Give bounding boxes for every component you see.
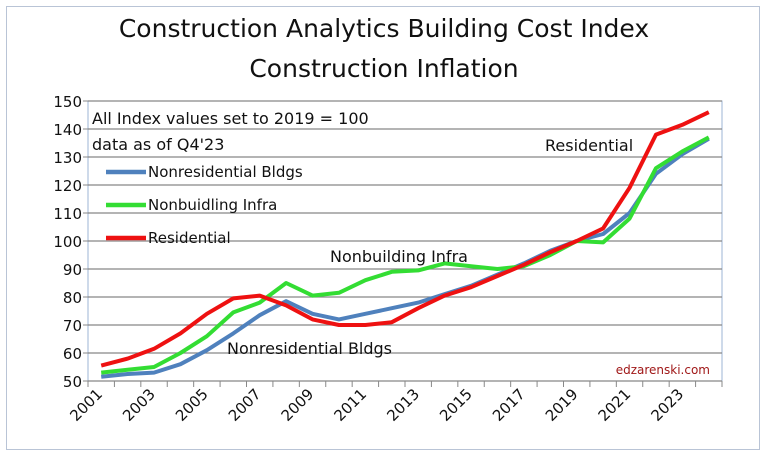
chart-frame <box>6 6 760 450</box>
y-tick-label: 80 <box>63 289 82 307</box>
x-tick-label: 2017 <box>489 385 529 425</box>
y-tick-label: 140 <box>53 121 82 139</box>
annotation-residential: Residential <box>545 136 633 155</box>
y-tick-label: 90 <box>63 261 82 279</box>
x-tick-label: 2005 <box>172 385 212 425</box>
x-tick-label: 2013 <box>383 385 423 425</box>
y-tick-label: 60 <box>63 345 82 363</box>
x-tick-label: 2015 <box>436 385 476 425</box>
legend-label: Residential <box>148 229 231 247</box>
x-tick-label: 2023 <box>647 385 687 425</box>
series-line-nonbuidling-infra <box>100 135 710 375</box>
annotation-nonbuilding-infra: Nonbuilding Infra <box>330 247 468 266</box>
y-tick-label: 130 <box>53 149 82 167</box>
series-line-residential <box>100 110 710 368</box>
series-line-nonresidential-bldgs <box>100 137 710 379</box>
x-tick-label: 2019 <box>542 385 582 425</box>
y-tick-label: 70 <box>63 317 82 335</box>
y-tick-label: 110 <box>53 205 82 223</box>
x-tick-label: 2021 <box>595 385 635 425</box>
x-tick-label: 2001 <box>66 385 106 425</box>
y-tick-label: 150 <box>53 93 82 111</box>
note-data-date: data as of Q4'23 <box>92 135 224 154</box>
y-tick-label: 120 <box>53 177 82 195</box>
chart-title-line-2: Construction Inflation <box>249 54 519 83</box>
legend-label: Nonbuidling Infra <box>148 196 277 214</box>
x-tick-label: 2003 <box>119 385 159 425</box>
x-tick-label: 2011 <box>330 385 370 425</box>
x-tick-label: 2007 <box>225 385 265 425</box>
x-tick-label: 2009 <box>278 385 318 425</box>
y-tick-label: 50 <box>63 373 82 391</box>
watermark: edzarenski.com <box>616 363 710 377</box>
note-index-base: All Index values set to 2019 = 100 <box>92 109 369 128</box>
annotation-nonresidential-bldgs: Nonresidential Bldgs <box>227 339 392 358</box>
y-tick-label: 100 <box>53 233 82 251</box>
legend-label: Nonresidential Bldgs <box>148 163 303 181</box>
chart-title-line-1: Construction Analytics Building Cost Ind… <box>118 14 650 43</box>
